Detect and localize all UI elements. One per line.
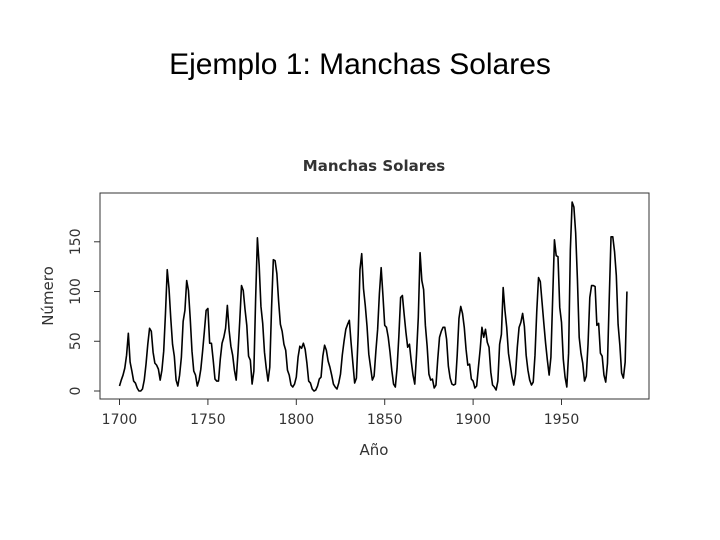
y-axis: 0 50 100 150 [68,228,101,396]
y-axis-label: Número [39,266,57,326]
chart-title: Manchas Solares [303,157,446,175]
x-axis-label: Año [360,441,389,459]
x-tick-label: 1950 [544,412,580,428]
x-axis: 1700 1750 1800 1850 1900 1950 [102,398,580,428]
y-tick-label: 50 [68,332,84,350]
x-tick-label: 1750 [190,412,226,428]
slide-title: Ejemplo 1: Manchas Solares [169,48,551,81]
x-tick-label: 1850 [367,412,403,428]
sunspot-series-line [118,201,628,392]
x-tick-label: 1800 [278,412,314,428]
y-tick-label: 0 [68,387,84,396]
y-tick-label: 150 [68,228,84,255]
y-tick-label: 100 [68,278,84,305]
x-tick-label: 1700 [102,412,138,428]
x-tick-label: 1900 [455,412,491,428]
